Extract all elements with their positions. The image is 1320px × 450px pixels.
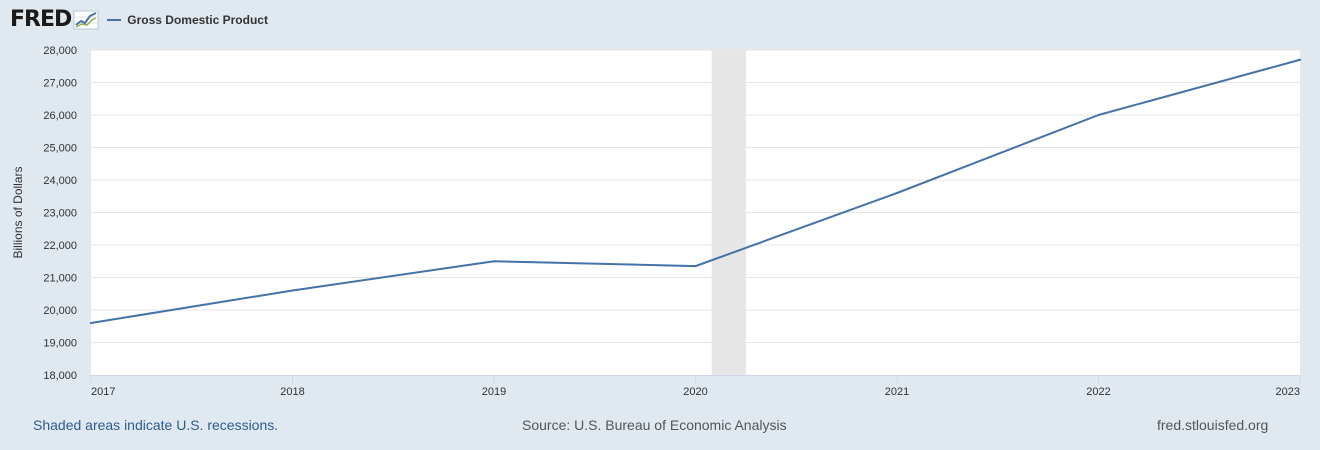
data-point (90, 322, 92, 324)
y-tick-label: 20,000 (43, 305, 77, 317)
y-tick-label: 25,000 (43, 143, 77, 155)
x-tick-label: 2018 (280, 386, 304, 398)
data-point (291, 289, 294, 292)
y-tick-label: 27,000 (43, 78, 77, 90)
fred-logo[interactable]: FRED (10, 8, 99, 32)
data-point (493, 260, 495, 263)
legend-swatch (107, 19, 122, 21)
y-tick-label: 23,000 (43, 208, 77, 220)
x-tick-label: 2021 (885, 386, 909, 398)
graph-icon (73, 10, 99, 30)
y-tick-label: 21,000 (43, 273, 77, 285)
y-axis-label: Billions of Dollars (11, 166, 25, 258)
y-tick-label: 26,000 (43, 110, 77, 122)
data-point (1097, 114, 1100, 116)
legend-label: Gross Domestic Product (127, 13, 268, 27)
data-point (694, 265, 697, 268)
fred-logo-text: FRED (10, 7, 72, 32)
x-axis: 2017 2018 2019 2020 2021 2022 2023 (90, 375, 1301, 398)
x-tick-label: 2020 (683, 386, 707, 398)
series-layer (90, 58, 1301, 324)
gdp-line-chart: 2017 2018 2019 2020 2021 2022 2023 18,000 19,00… (11, 45, 1301, 398)
y-axis: 18,000 19,000 20,000 21,000 22,000 23,000 24,0… (43, 45, 77, 382)
y-tick-label: 22,000 (43, 240, 77, 252)
fred-url-link[interactable]: fred.stlouisfed.org (1157, 417, 1269, 433)
recession-note-link[interactable]: Shaded areas indicate U.S. recessions. (33, 417, 279, 433)
gridlines (91, 49, 1300, 343)
source-text: Source: U.S. Bureau of Economic Analysis (522, 417, 787, 433)
y-tick-label: 28,000 (43, 45, 77, 57)
legend: Gross Domestic Product (107, 13, 268, 27)
y-tick-label: 24,000 (43, 175, 77, 187)
x-tick-label: 2022 (1086, 386, 1110, 398)
data-point (896, 192, 898, 194)
y-tick-label: 18,000 (43, 370, 77, 382)
x-tick-label: 2019 (482, 386, 506, 398)
data-point (1299, 58, 1301, 61)
chart-header: FRED Gross Domestic Product (10, 8, 268, 32)
x-tick-label: 2023 (1276, 386, 1300, 398)
y-tick-label: 19,000 (43, 338, 77, 350)
x-tick-label: 2017 (91, 386, 115, 398)
